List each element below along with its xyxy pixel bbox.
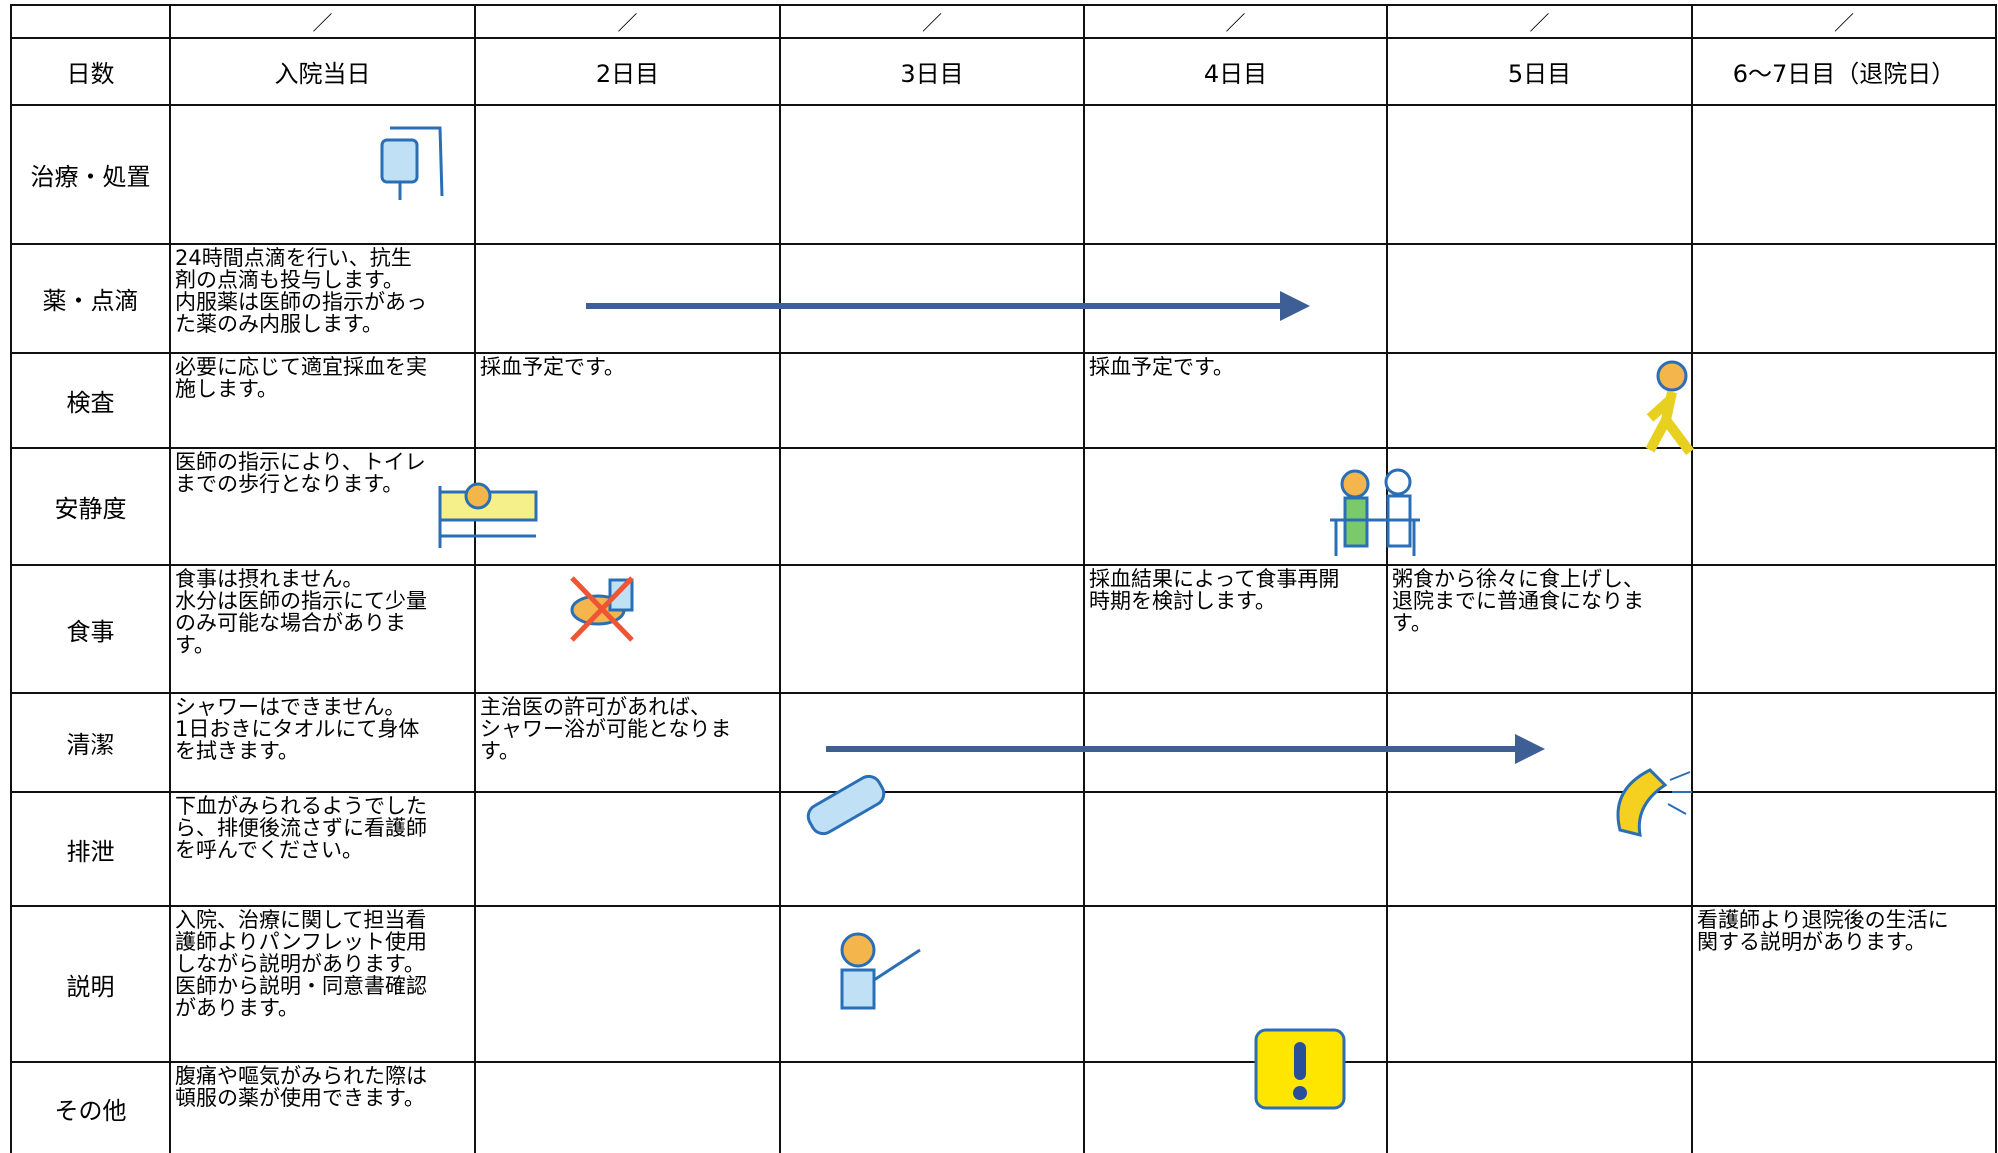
empty-cell [779, 692, 1085, 793]
table-row: 治療・処置 [10, 104, 1997, 245]
empty-cell [1386, 692, 1693, 793]
date-slash: ／ [1386, 4, 1693, 39]
cell-text: 粥食から徐々に食上げし、 退院までに普通食になりま す。 [1386, 564, 1693, 694]
empty-cell [779, 352, 1085, 449]
empty-cell [1083, 791, 1388, 907]
header-cell: 入院当日 [169, 37, 476, 106]
date-slash: ／ [1691, 4, 1997, 39]
empty-cell [1691, 447, 1997, 566]
table-row: 日数 入院当日 2日目 3日目 4日目 5日目 6〜7日目（退院日） [10, 37, 1997, 106]
header-cell: 日数 [10, 37, 171, 106]
cell-text: 24時間点滴を行い、抗生 剤の点滴も投与します。 内服薬は医師の指示があっ た薬… [169, 243, 476, 354]
empty-cell [779, 104, 1085, 245]
empty-cell [779, 564, 1085, 694]
row-label: その他 [10, 1061, 171, 1153]
cell-text: 医師の指示により、トイレ までの歩行となります。 [169, 447, 476, 566]
empty-cell [779, 243, 1085, 354]
cell-text: 看護師より退院後の生活に 関する説明があります。 [1691, 905, 1997, 1063]
header-cell: 5日目 [1386, 37, 1693, 106]
row-label: 検査 [10, 352, 171, 449]
cell-text: 下血がみられるようでした ら、排便後流さずに看護師 を呼んでください。 [169, 791, 476, 907]
pathway-table: ／／／／／／日数 入院当日 2日目 3日目 4日目 5日目 6〜7日目（退院日） 治療・処置薬… [10, 4, 1997, 1153]
date-slash: ／ [474, 4, 781, 39]
empty-cell [1691, 1061, 1997, 1153]
empty-cell [474, 243, 781, 354]
cell-text: 採血予定です。 [1083, 352, 1388, 449]
row-label: 安静度 [10, 447, 171, 566]
empty-cell [1386, 447, 1693, 566]
date-slash: ／ [779, 4, 1085, 39]
table-row: その他 腹痛や嘔気がみられた際は 頓服の薬が使用できます。 [10, 1061, 1997, 1153]
table-row: 清潔 シャワーはできません。 1日おきにタオルにて身体 を拭きます。 主治医の許可が… [10, 692, 1997, 793]
empty-cell [1386, 791, 1693, 907]
empty-cell [1386, 1061, 1693, 1153]
table-row: 薬・点滴 24時間点滴を行い、抗生 剤の点滴も投与します。 内服薬は医師の指示があ… [10, 243, 1997, 354]
empty-cell [1083, 905, 1388, 1063]
empty-cell [1083, 692, 1388, 793]
row-label: 説明 [10, 905, 171, 1063]
cell-text: 入院、治療に関して担当看 護師よりパンフレット使用 しながら説明があります。 医… [169, 905, 476, 1063]
empty-cell [1386, 905, 1693, 1063]
table-row: ／／／／／／ [10, 4, 1997, 39]
cell-text: 採血予定です。 [474, 352, 781, 449]
empty-cell [779, 1061, 1085, 1153]
empty-cell [474, 104, 781, 245]
header-cell: 3日目 [779, 37, 1085, 106]
row-label: 清潔 [10, 692, 171, 793]
empty-cell [779, 447, 1085, 566]
empty-cell [474, 791, 781, 907]
empty-cell [1083, 104, 1388, 245]
empty-cell [1083, 447, 1388, 566]
empty-cell [474, 564, 781, 694]
header-cell: 2日目 [474, 37, 781, 106]
empty-cell [1386, 352, 1693, 449]
table-row: 説明 入院、治療に関して担当看 護師よりパンフレット使用 しながら説明があります。… [10, 905, 1997, 1063]
empty-cell [779, 791, 1085, 907]
empty-cell [779, 905, 1085, 1063]
cell-text: 主治医の許可があれば、 シャワー浴が可能となりま す。 [474, 692, 781, 793]
cell-text: シャワーはできません。 1日おきにタオルにて身体 を拭きます。 [169, 692, 476, 793]
table-row: 安静度 医師の指示により、トイレ までの歩行となります。 [10, 447, 1997, 566]
empty-cell [1083, 243, 1388, 354]
header-cell: 6〜7日目（退院日） [1691, 37, 1997, 106]
empty-cell [474, 1061, 781, 1153]
empty-cell [474, 447, 781, 566]
cell-text: 食事は摂れません。 水分は医師の指示にて少量 のみ可能な場合がありま す。 [169, 564, 476, 694]
table-row: 検査 必要に応じて適宜採血を実 施します。 採血予定です。 採血予定です。 [10, 352, 1997, 449]
empty-cell [1691, 692, 1997, 793]
empty-cell [1691, 243, 1997, 354]
empty-cell [1691, 104, 1997, 245]
cell-text: 腹痛や嘔気がみられた際は 頓服の薬が使用できます。 [169, 1061, 476, 1153]
table-row: 排泄 下血がみられるようでした ら、排便後流さずに看護師 を呼んでください。 [10, 791, 1997, 907]
table-row: 食事 食事は摂れません。 水分は医師の指示にて少量 のみ可能な場合がありま す。 採… [10, 564, 1997, 694]
empty-cell [1691, 564, 1997, 694]
date-slash: ／ [169, 4, 476, 39]
cell-text: 採血結果によって食事再開 時期を検討します。 [1083, 564, 1388, 694]
empty-cell [1386, 104, 1693, 245]
empty-cell [1691, 791, 1997, 907]
empty-cell [1083, 1061, 1388, 1153]
header-cell: 4日目 [1083, 37, 1388, 106]
row-label: 薬・点滴 [10, 243, 171, 354]
empty-cell [169, 104, 476, 245]
empty-cell [474, 905, 781, 1063]
cell-text: 必要に応じて適宜採血を実 施します。 [169, 352, 476, 449]
empty-cell [1691, 352, 1997, 449]
row-label: 食事 [10, 564, 171, 694]
empty-cell [1386, 243, 1693, 354]
empty-cell [10, 4, 171, 39]
row-label: 治療・処置 [10, 104, 171, 245]
date-slash: ／ [1083, 4, 1388, 39]
row-label: 排泄 [10, 791, 171, 907]
